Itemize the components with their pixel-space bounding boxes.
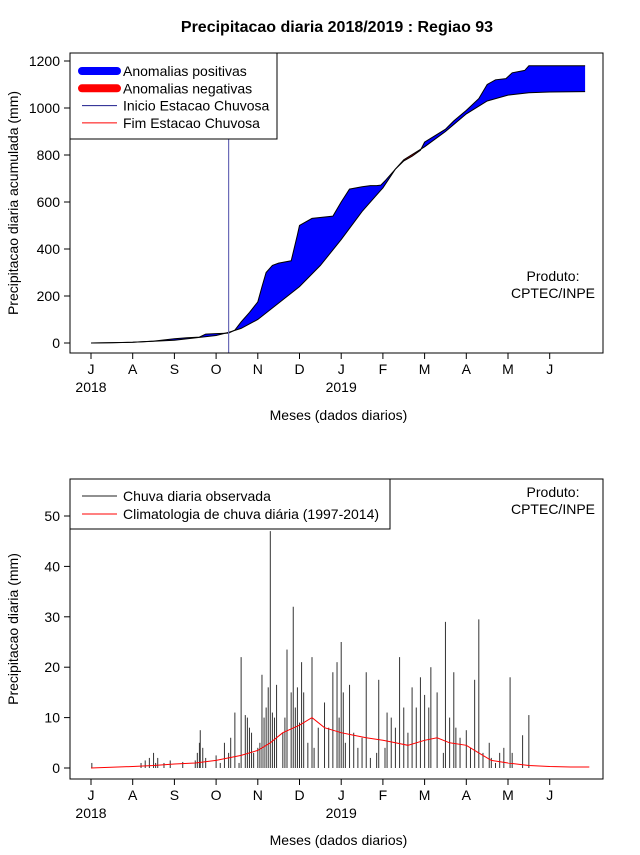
x-tick-label: F — [379, 361, 388, 377]
legend: Chuva diaria observada Climatologia de ch… — [69, 478, 391, 530]
x-tick-label: M — [502, 361, 514, 377]
year-label: 2019 — [326, 379, 357, 395]
legend-label: Climatologia de chuva diária (1997-2014) — [123, 506, 379, 522]
year-label: 2018 — [75, 805, 106, 821]
x-tick-label: D — [294, 787, 304, 803]
year-label: 2018 — [75, 379, 106, 395]
page-title: Precipitacao diaria 2018/2019 : Regiao 9… — [181, 19, 493, 36]
x-tick-label: F — [379, 787, 388, 803]
legend-label: Chuva diaria observada — [123, 488, 271, 504]
x-tick-label: A — [128, 361, 138, 377]
plot-frame — [69, 52, 604, 354]
x-tick-label: O — [211, 787, 222, 803]
x-tick-label: M — [419, 787, 431, 803]
legend-label: Anomalias negativas — [123, 80, 252, 96]
x-tick-label: J — [88, 361, 95, 377]
y-tick-label: 1000 — [29, 100, 60, 116]
y-tick-label: 30 — [44, 609, 60, 625]
product-annotation: CPTEC/INPE — [511, 285, 595, 301]
x-tick-label: D — [294, 361, 304, 377]
climatology-line — [90, 716, 590, 769]
y-tick-label: 1200 — [29, 53, 60, 69]
legend-box — [69, 478, 391, 530]
product-annotation: CPTEC/INPE — [511, 501, 595, 517]
legend-label: Anomalias positivas — [123, 63, 247, 79]
climatology-cumulative-line — [90, 91, 586, 344]
x-tick-label: N — [253, 787, 263, 803]
legend-label: Fim Estacao Chuvosa — [123, 115, 260, 131]
x-tick-label: J — [546, 787, 553, 803]
y-tick-label: 600 — [37, 194, 61, 210]
y-tick-label: 20 — [44, 659, 60, 675]
y-tick-label: 400 — [37, 241, 61, 257]
y-tick-label: 0 — [52, 335, 60, 351]
daily-bars — [91, 531, 530, 768]
x-tick-label: J — [338, 787, 345, 803]
y-tick-label: 40 — [44, 558, 60, 574]
plot-frame — [69, 478, 604, 780]
x-tick-label: J — [338, 361, 345, 377]
x-tick-label: A — [462, 361, 472, 377]
x-tick-label: J — [546, 361, 553, 377]
legend-label: Inicio Estacao Chuvosa — [123, 98, 270, 114]
x-tick-label: A — [128, 787, 138, 803]
x-tick-label: M — [419, 361, 431, 377]
x-tick-label: A — [462, 787, 472, 803]
y-tick-label: 0 — [52, 760, 60, 776]
x-axis-title: Meses (dados diarios) — [270, 407, 408, 423]
x-tick-label: O — [211, 361, 222, 377]
x-tick-label: S — [170, 361, 179, 377]
observed-cumulative-line — [90, 65, 586, 344]
y-tick-label: 10 — [44, 710, 60, 726]
y-axis-title: Precipitacao diaria acumulada (mm) — [5, 91, 21, 315]
y-tick-label: 200 — [37, 288, 61, 304]
x-tick-label: J — [88, 787, 95, 803]
x-tick-label: N — [253, 361, 263, 377]
product-annotation: Produto: — [527, 484, 580, 500]
x-axis-title: Meses (dados diarios) — [270, 832, 408, 848]
x-tick-label: S — [170, 787, 179, 803]
x-tick-label: M — [502, 787, 514, 803]
y-tick-label: 50 — [44, 508, 60, 524]
daily-precipitation-chart: Chuva diaria observada Climatologia de ch… — [5, 478, 604, 848]
y-axis-title: Precipitacao diaria (mm) — [5, 553, 21, 705]
year-label: 2019 — [326, 805, 357, 821]
product-annotation: Produto: — [527, 268, 580, 284]
y-tick-label: 800 — [37, 147, 61, 163]
